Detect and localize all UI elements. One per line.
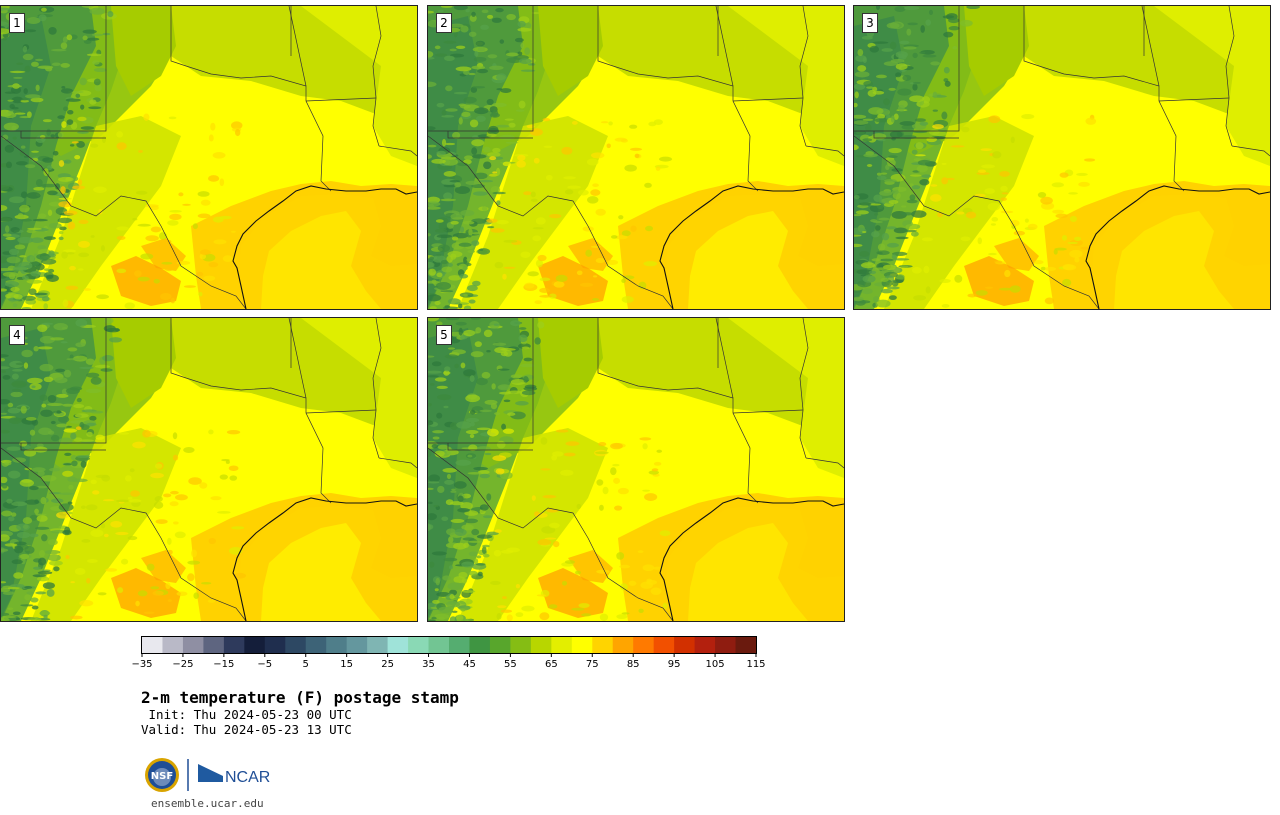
ncar-logo-text: NCAR	[225, 769, 270, 786]
colorbar-swatch	[489, 637, 511, 653]
colorbar-swatch	[367, 637, 389, 653]
colorbar-swatch	[735, 637, 757, 653]
temperature-map	[1, 6, 417, 309]
colorbar-swatch	[326, 637, 348, 653]
colorbar-swatch	[469, 637, 491, 653]
colorbar-swatch	[223, 637, 245, 653]
title-block: 2-m temperature (F) postage stamp Init: …	[141, 688, 459, 737]
temperature-colorbar	[141, 636, 757, 657]
colorbar-swatch	[408, 637, 430, 653]
map-panel-3: 3	[853, 5, 1271, 310]
colorbar-swatch	[305, 637, 327, 653]
temperature-map	[428, 6, 844, 309]
colorbar-tick-label: −15	[213, 659, 235, 670]
map-panel-1: 1	[0, 5, 418, 310]
colorbar-swatch	[428, 637, 450, 653]
colorbar-swatch	[182, 637, 204, 653]
colorbar-tick-label: 45	[463, 659, 476, 670]
colorbar-tick-label: 15	[340, 659, 354, 670]
colorbar-swatch	[674, 637, 696, 653]
colorbar-tick-label: 55	[504, 659, 517, 670]
map-panel-2: 2	[427, 5, 845, 310]
colorbar-swatch	[653, 637, 675, 653]
nsf-logo-text: NSF	[151, 771, 173, 782]
colorbar-swatch	[285, 637, 307, 653]
ncar-logo: NCAR	[198, 764, 270, 786]
colorbar-swatch	[694, 637, 716, 653]
temperature-map	[428, 318, 844, 621]
website-url: ensemble.ucar.edu	[151, 797, 264, 810]
colorbar-tick-label: 85	[626, 659, 640, 670]
init-time: Init: Thu 2024-05-23 00 UTC	[141, 707, 352, 722]
colorbar-swatch	[571, 637, 593, 653]
colorbar-swatch	[387, 637, 409, 653]
colorbar-swatch	[592, 637, 614, 653]
colorbar-swatch	[551, 637, 573, 653]
map-panel-4: 4	[0, 317, 418, 622]
colorbar-tick-label: 25	[381, 659, 394, 670]
colorbar-swatch	[142, 637, 163, 653]
colorbar-tick-label: 95	[667, 659, 681, 670]
colorbar-swatch	[530, 637, 552, 653]
colorbar-swatch	[715, 637, 737, 653]
colorbar-swatch	[346, 637, 368, 653]
colorbar-swatch	[449, 637, 470, 653]
colorbar-tick-label: 65	[544, 659, 558, 670]
panel-number: 2	[436, 13, 452, 33]
colorbar-tick-label: −25	[172, 659, 194, 670]
temperature-map	[1, 318, 417, 621]
colorbar-tick-label: 75	[585, 659, 599, 670]
colorbar-swatch	[510, 637, 532, 653]
logos: NSF NCAR	[143, 756, 273, 798]
colorbar-tick-label: 5	[302, 659, 309, 670]
temperature-map	[854, 6, 1270, 309]
colorbar-tick-label: −35	[131, 659, 153, 670]
colorbar-swatch	[264, 637, 286, 653]
colorbar-tick-label: 35	[422, 659, 435, 670]
chart-title: 2-m temperature (F) postage stamp	[141, 688, 459, 707]
colorbar-swatch	[633, 637, 655, 653]
colorbar-tick-label: 105	[705, 659, 725, 670]
colorbar-tick-label: −5	[257, 659, 273, 670]
panel-number: 4	[9, 325, 25, 345]
valid-time: Valid: Thu 2024-05-23 13 UTC	[141, 722, 352, 737]
nsf-logo: NSF	[145, 758, 179, 792]
colorbar-swatch	[162, 637, 184, 653]
panel-number: 3	[862, 13, 878, 33]
colorbar-swatch	[203, 637, 225, 653]
colorbar-swatch	[244, 637, 266, 653]
colorbar-tick-label: 115	[746, 659, 766, 670]
map-panel-5: 5	[427, 317, 845, 622]
panel-number: 1	[9, 13, 25, 33]
colorbar-border	[141, 636, 757, 654]
panel-number: 5	[436, 325, 452, 345]
colorbar-swatch	[612, 637, 634, 653]
